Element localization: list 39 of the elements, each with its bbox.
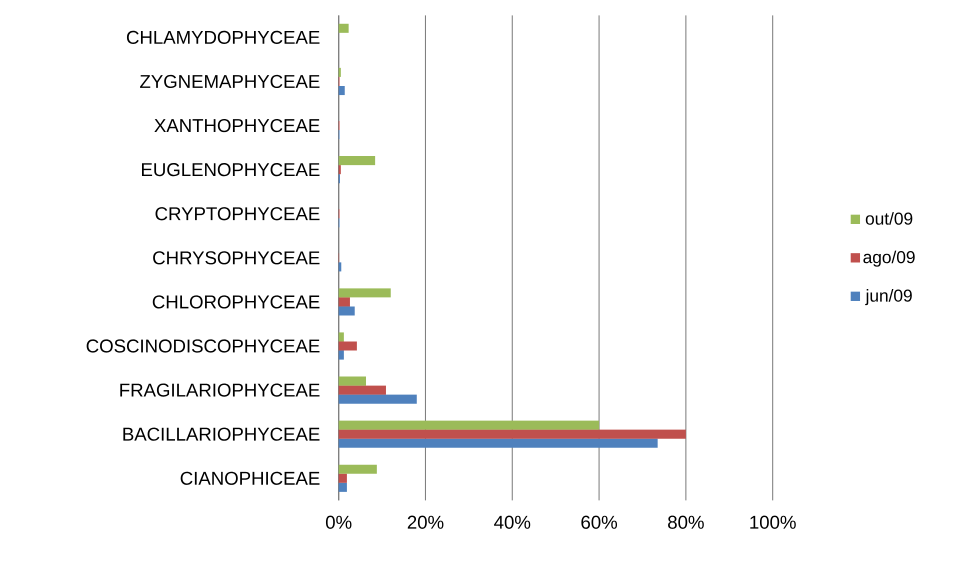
bar: [338, 262, 342, 272]
bar: [338, 474, 347, 483]
y-tick-label: CHLAMYDOPHYCEAE: [126, 30, 320, 44]
legend-label: out/09: [866, 212, 912, 225]
bar: [338, 438, 658, 448]
bar: [338, 288, 391, 298]
bar: [338, 420, 600, 430]
bar: [338, 306, 355, 316]
bar: [338, 24, 349, 33]
x-tick-label: 40%: [494, 516, 530, 529]
bar: [338, 482, 347, 492]
bar: [338, 430, 686, 439]
x-tick-label: 0%: [326, 516, 352, 529]
x-tick-label: 100%: [750, 516, 796, 529]
bar: [338, 376, 366, 386]
bar: [338, 394, 417, 404]
legend-label: ago/09: [863, 250, 915, 267]
y-tick-label: ZYGNEMAPHYCEAE: [140, 74, 320, 88]
x-tick-label: 60%: [581, 516, 618, 529]
y-tick-label: BACILLARIOPHYCEAE: [123, 428, 320, 441]
y-tick-label: CIANOPHICEAE: [180, 472, 320, 485]
y-tick-label: XANTHOPHYCEAE: [154, 118, 320, 132]
bar: [338, 350, 344, 360]
y-tick-label: CRYPTOPHYCEAE: [156, 207, 320, 220]
bar: [338, 332, 344, 342]
bar: [338, 297, 350, 306]
legend-label: jun/09: [865, 289, 912, 306]
x-tick-label: 20%: [408, 516, 444, 529]
y-tick-label: FRAGILARIOPHYCEAE: [120, 384, 320, 397]
y-tick-label: CHLOROPHYCEAE: [152, 295, 320, 309]
y-tick-label: CHRYSOPHYCEAE: [153, 251, 320, 264]
y-tick-label: EUGLENOPHYCEAE: [142, 163, 320, 176]
bar: [338, 386, 386, 395]
bar: [338, 86, 345, 96]
x-tick-label: 80%: [668, 516, 704, 529]
bar: [338, 464, 377, 474]
bar: [338, 341, 357, 351]
bar: [338, 156, 376, 166]
y-tick-label: COSCINODISCOPHYCEAE: [86, 339, 320, 353]
